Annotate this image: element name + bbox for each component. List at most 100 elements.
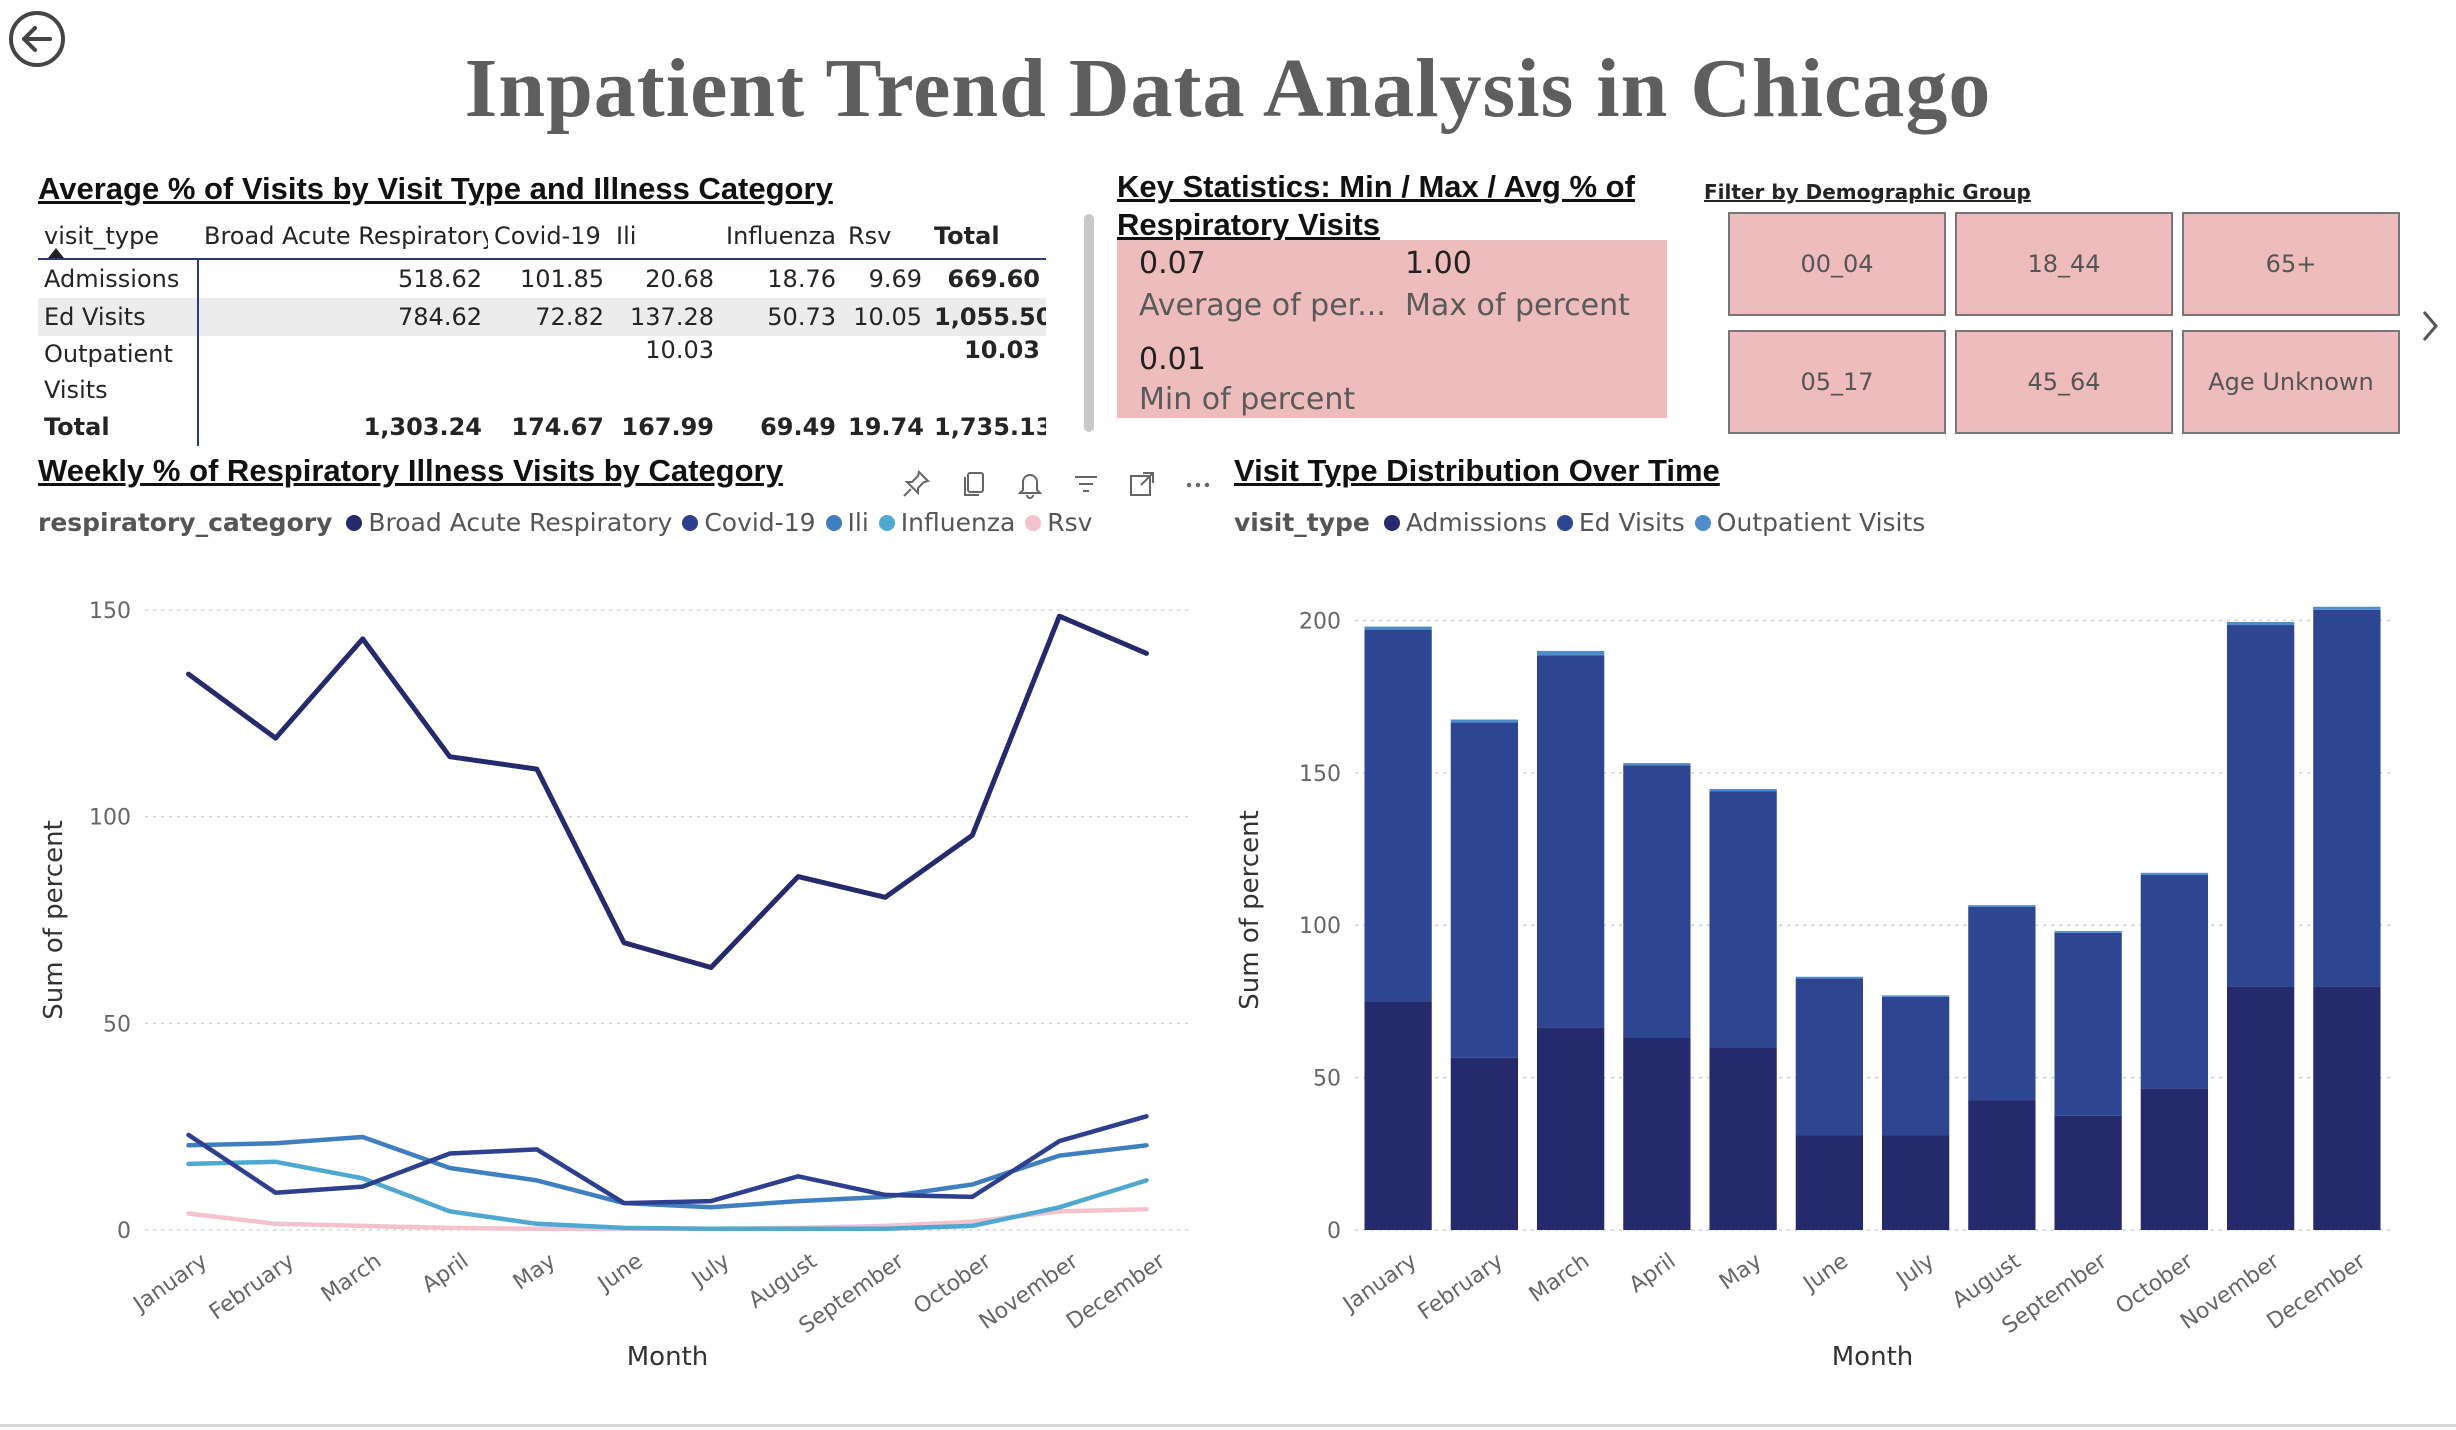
table-cell: 101.85 — [520, 265, 604, 293]
back-button[interactable] — [8, 10, 66, 68]
key-stats-title: Key Statistics: Min / Max / Avg % of Res… — [1117, 169, 1635, 242]
bar-admissions — [1536, 1027, 1605, 1230]
filter-title: Filter by Demographic Group — [1704, 180, 2031, 204]
bar-admissions — [1623, 1038, 1691, 1230]
page-title: Inpatient Trend Data Analysis in Chicago — [464, 42, 1992, 135]
bar-outpatient-visits — [1536, 650, 1605, 656]
slicer-option-65-plus[interactable]: 65+ — [2182, 212, 2400, 316]
slicer-option-00-04[interactable]: 00_04 — [1728, 212, 1946, 316]
column-header[interactable]: Broad Acute Respiratory — [198, 214, 488, 260]
bar-outpatient-visits — [1795, 976, 1864, 979]
min-label: Min of percent — [1139, 382, 1356, 417]
focus-mode-icon[interactable] — [1126, 468, 1158, 500]
table-cell: 167.99 — [621, 413, 714, 441]
x-axis-label: Month — [1832, 1342, 1914, 1372]
legend-swatch — [1694, 514, 1711, 531]
table-cell: 1,303.24 — [363, 413, 482, 441]
copy-icon[interactable] — [958, 468, 990, 500]
bar-ed-visits — [1881, 996, 1950, 1136]
x-tick-label: May — [1715, 1249, 1767, 1296]
column-header[interactable]: Ili — [610, 214, 720, 260]
bar-outpatient-visits — [1450, 719, 1519, 723]
bar-outpatient-visits — [1968, 905, 2036, 907]
x-tick-label: August — [744, 1249, 822, 1314]
y-tick-label: 0 — [1327, 1219, 1341, 1244]
column-header[interactable]: Total — [928, 214, 1046, 260]
bar-ed-visits — [1364, 629, 1432, 1002]
column-header[interactable]: Rsv — [842, 214, 928, 260]
legend-item[interactable]: Influenza — [878, 508, 1016, 537]
bar-ed-visits — [1450, 722, 1519, 1058]
table-cell: 669.60 — [947, 265, 1040, 293]
y-axis-label: Sum of percent — [1235, 810, 1265, 1009]
legend-swatch — [346, 514, 363, 531]
series-line-ili — [186, 1134, 1149, 1210]
slicer-option-05-17[interactable]: 05_17 — [1728, 330, 1946, 434]
bar-admissions — [2313, 986, 2381, 1230]
legend-item[interactable]: Ili — [825, 508, 869, 537]
x-tick-label: March — [317, 1249, 386, 1308]
bell-icon[interactable] — [1014, 468, 1046, 500]
table-cell: 10.05 — [842, 298, 928, 336]
legend-label: Broad Acute Respiratory — [368, 508, 673, 537]
legend-label: Influenza — [900, 508, 1016, 537]
bar-admissions — [1709, 1047, 1777, 1230]
table-cell: 174.67 — [511, 413, 604, 441]
column-header[interactable]: Influenza — [720, 214, 842, 260]
series-line-influenza — [186, 1159, 1149, 1232]
y-tick-label: 150 — [1299, 762, 1341, 787]
slicer-option-45-64[interactable]: 45_64 — [1955, 330, 2173, 434]
matrix-scrollbar[interactable] — [1084, 214, 1094, 432]
legend-item[interactable]: Outpatient Visits — [1694, 508, 1925, 537]
legend-item[interactable]: Admissions — [1383, 508, 1547, 537]
legend-item[interactable]: Broad Acute Respiratory — [346, 508, 672, 537]
bar-admissions — [2140, 1088, 2209, 1230]
series-line-broad-acute-respiratory — [186, 613, 1149, 970]
legend-item[interactable]: Rsv — [1025, 508, 1092, 537]
bar-outpatient-visits — [2226, 622, 2295, 626]
x-tick-label: April — [1625, 1249, 1681, 1298]
x-tick-label: March — [1525, 1249, 1594, 1308]
column-header[interactable]: Covid-19 — [488, 214, 610, 260]
chevron-right-icon[interactable] — [2418, 308, 2442, 344]
page-bottom-border — [0, 1424, 2456, 1427]
legend-item[interactable]: Ed Visits — [1556, 508, 1685, 537]
bar-chart-title: Visit Type Distribution Over Time — [1234, 453, 1720, 488]
y-axis-label: Sum of percent — [39, 820, 69, 1019]
slicer-option-18-44[interactable]: 18_44 — [1955, 212, 2173, 316]
column-header[interactable]: visit_type — [38, 214, 198, 260]
filter-icon[interactable] — [1070, 468, 1102, 500]
row-header: Admissions — [38, 259, 199, 298]
x-tick-label: June — [1798, 1249, 1853, 1298]
matrix-header-row: visit_type Broad Acute Respiratory Covid… — [38, 214, 1046, 260]
legend-label: Admissions — [1405, 508, 1547, 537]
y-tick-label: 50 — [1313, 1067, 1341, 1092]
legend-title: respiratory_category — [38, 508, 333, 537]
table-row: Ed Visits 784.62 72.82 137.28 50.73 10.0… — [38, 298, 1046, 336]
legend-label: Rsv — [1047, 508, 1093, 537]
bar-admissions — [1881, 1135, 1950, 1230]
pin-icon[interactable] — [900, 468, 932, 500]
more-options-icon[interactable] — [1182, 468, 1214, 500]
bar-outpatient-visits — [1709, 789, 1777, 792]
slicer-option-age-unknown[interactable]: Age Unknown — [2182, 330, 2400, 434]
table-cell: 1,735.13 — [934, 413, 1046, 441]
min-value: 0.01 — [1139, 342, 1206, 377]
table-cell — [198, 336, 488, 408]
table-cell: 20.68 — [645, 265, 714, 293]
x-tick-label: July — [686, 1249, 734, 1293]
bar-outpatient-visits — [2313, 606, 2381, 610]
sort-ascending-icon[interactable] — [48, 248, 64, 258]
max-value: 1.00 — [1405, 246, 1472, 281]
key-stats-card: 0.07 Average of per... 1.00 Max of perce… — [1117, 240, 1667, 418]
x-tick-label: July — [1891, 1249, 1939, 1293]
y-tick-label: 150 — [89, 599, 131, 624]
bar-admissions — [1968, 1100, 2036, 1230]
table-cell: 69.49 — [760, 413, 836, 441]
legend-swatch — [1025, 514, 1042, 531]
legend-item[interactable]: Covid-19 — [682, 508, 816, 537]
avg-value: 0.07 — [1139, 246, 1206, 281]
bar-ed-visits — [2313, 609, 2381, 987]
